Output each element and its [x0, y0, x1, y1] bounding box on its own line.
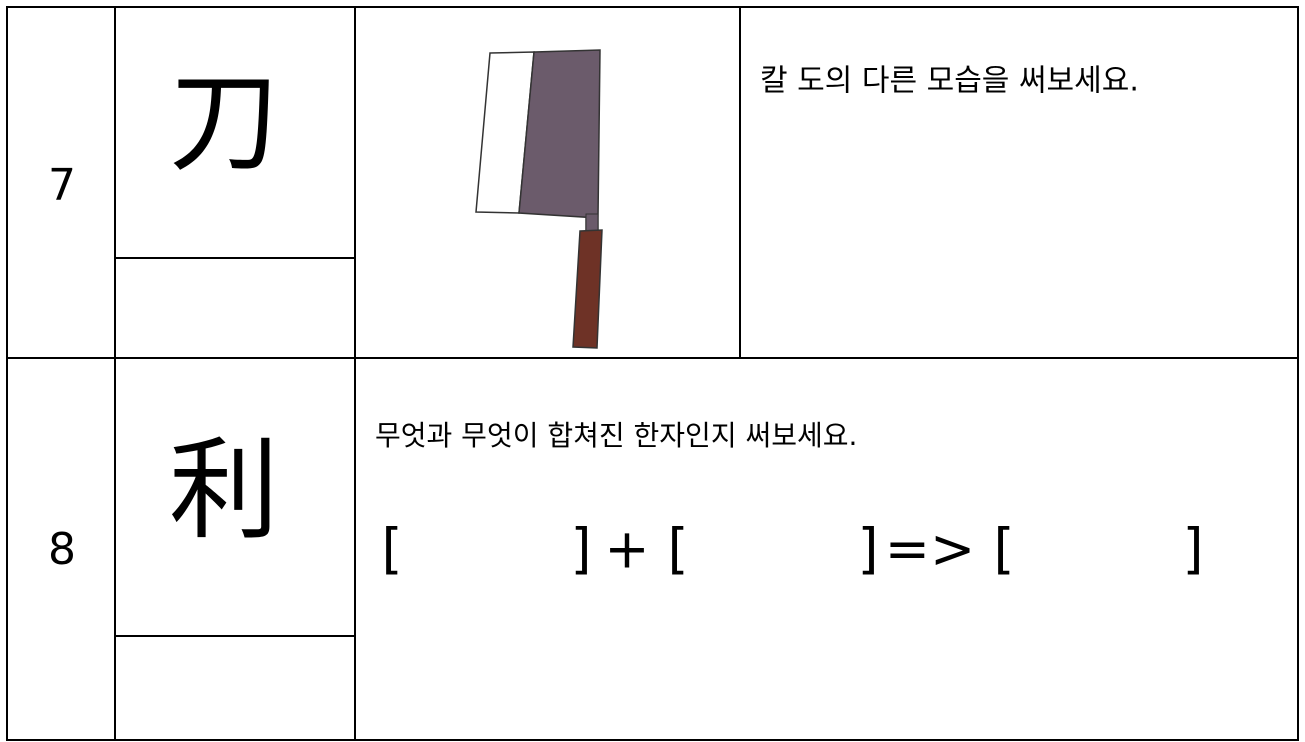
formula-token: ] [570, 518, 591, 581]
cleaver-illustration [475, 49, 603, 349]
prompt: 무엇과 무엇이 합쳐진 한자인지 써보세요. [375, 419, 857, 452]
prompt: 칼 도의 다른 모습을 써보세요. [760, 64, 1139, 99]
hanja: 利 [169, 426, 279, 554]
formula-token: ] [857, 518, 878, 581]
formula-token: ] [1182, 518, 1203, 581]
formula-token: [ [381, 518, 402, 581]
outer-border [6, 6, 1299, 741]
blade [518, 49, 601, 231]
formula-token: [ [993, 518, 1014, 581]
formula-token: + [604, 518, 649, 581]
bolster [585, 213, 599, 233]
formula-token: [ [667, 518, 688, 581]
formula-token: => [885, 518, 976, 581]
hanja: 刀 [169, 58, 279, 186]
row-number: 7 [48, 160, 76, 211]
formula: [] +[] =>[] [381, 518, 1203, 581]
handle [572, 229, 603, 349]
row-number: 8 [48, 524, 76, 575]
